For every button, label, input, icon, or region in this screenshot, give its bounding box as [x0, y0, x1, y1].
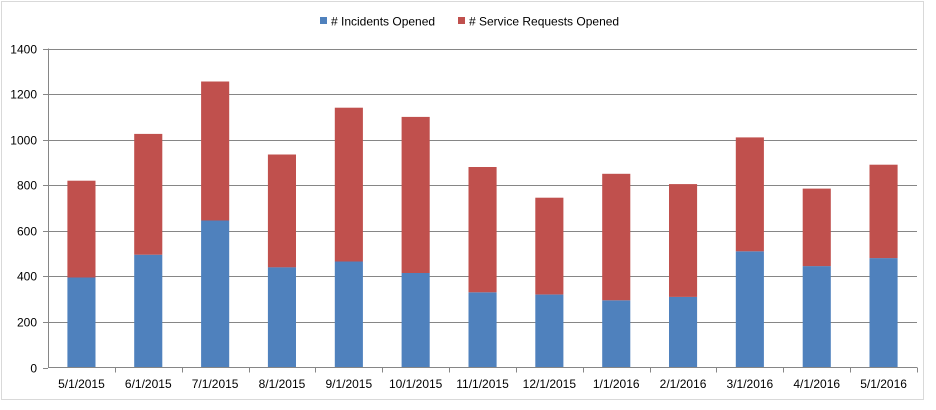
bar-segment-incidents	[201, 220, 230, 368]
legend-label-incidents: # Incidents Opened	[331, 15, 435, 29]
y-tick-label: 400	[17, 270, 37, 284]
legend-label-service-requests: # Service Requests Opened	[469, 15, 619, 29]
x-tick-label: 7/1/2015	[192, 377, 239, 391]
bar-segment-incidents	[334, 261, 363, 368]
bar-segment-service-requests	[401, 116, 430, 274]
bar-segment-service-requests	[468, 167, 497, 293]
bar-segment-service-requests	[602, 173, 631, 301]
y-tick-label: 1200	[10, 88, 37, 102]
bar-segment-service-requests	[802, 188, 831, 267]
bar-segment-incidents	[602, 300, 631, 368]
bar-segment-incidents	[468, 292, 497, 368]
y-tick-label: 600	[17, 225, 37, 239]
x-tick-label: 4/1/2016	[793, 377, 840, 391]
x-tick-label: 10/1/2015	[389, 377, 443, 391]
x-tick-label: 11/1/2015	[456, 377, 509, 391]
axes: 0 200 400 600 800 1000 1200 1400 5/1/2015 6/1/201…	[10, 43, 918, 391]
x-tick-label: 9/1/2015	[325, 377, 372, 391]
bar-segment-incidents	[802, 266, 831, 368]
bars	[67, 81, 898, 368]
x-tick-label: 6/1/2015	[125, 377, 172, 391]
x-tick-label: 5/1/2015	[58, 377, 105, 391]
x-tick-label: 2/1/2016	[660, 377, 707, 391]
bar-segment-incidents	[869, 258, 898, 368]
y-tick-label: 200	[17, 316, 37, 330]
legend: # Incidents Opened # Service Requests Ope…	[320, 15, 619, 29]
bar-segment-incidents	[669, 296, 698, 368]
bar-segment-service-requests	[134, 133, 163, 255]
bar-segment-incidents	[134, 254, 163, 368]
x-tick-label: 8/1/2015	[259, 377, 306, 391]
y-tick-label: 800	[17, 179, 37, 193]
bar-segment-incidents	[67, 277, 96, 368]
bar-segment-incidents	[267, 267, 296, 368]
y-tick-label: 0	[30, 362, 37, 376]
bar-segment-service-requests	[735, 137, 764, 252]
bar-segment-service-requests	[201, 81, 230, 221]
x-tick-label: 5/1/2016	[860, 377, 907, 391]
bar-segment-service-requests	[334, 107, 363, 262]
bar-segment-service-requests	[869, 164, 898, 259]
bar-segment-service-requests	[67, 180, 96, 278]
x-tick-label: 1/1/2016	[593, 377, 640, 391]
x-tick-label: 3/1/2016	[727, 377, 774, 391]
bar-segment-service-requests	[267, 154, 296, 268]
bar-segment-incidents	[735, 251, 764, 368]
legend-swatch-incidents	[320, 17, 327, 24]
y-tick-label: 1000	[10, 134, 37, 148]
bar-segment-incidents	[401, 272, 430, 368]
bar-segment-incidents	[535, 294, 564, 368]
gridlines	[48, 49, 917, 323]
x-tick-label: 12/1/2015	[523, 377, 577, 391]
bar-segment-service-requests	[669, 184, 698, 297]
y-tick-label: 1400	[10, 43, 37, 57]
bar-segment-service-requests	[535, 197, 564, 295]
legend-swatch-service-requests	[458, 17, 465, 24]
